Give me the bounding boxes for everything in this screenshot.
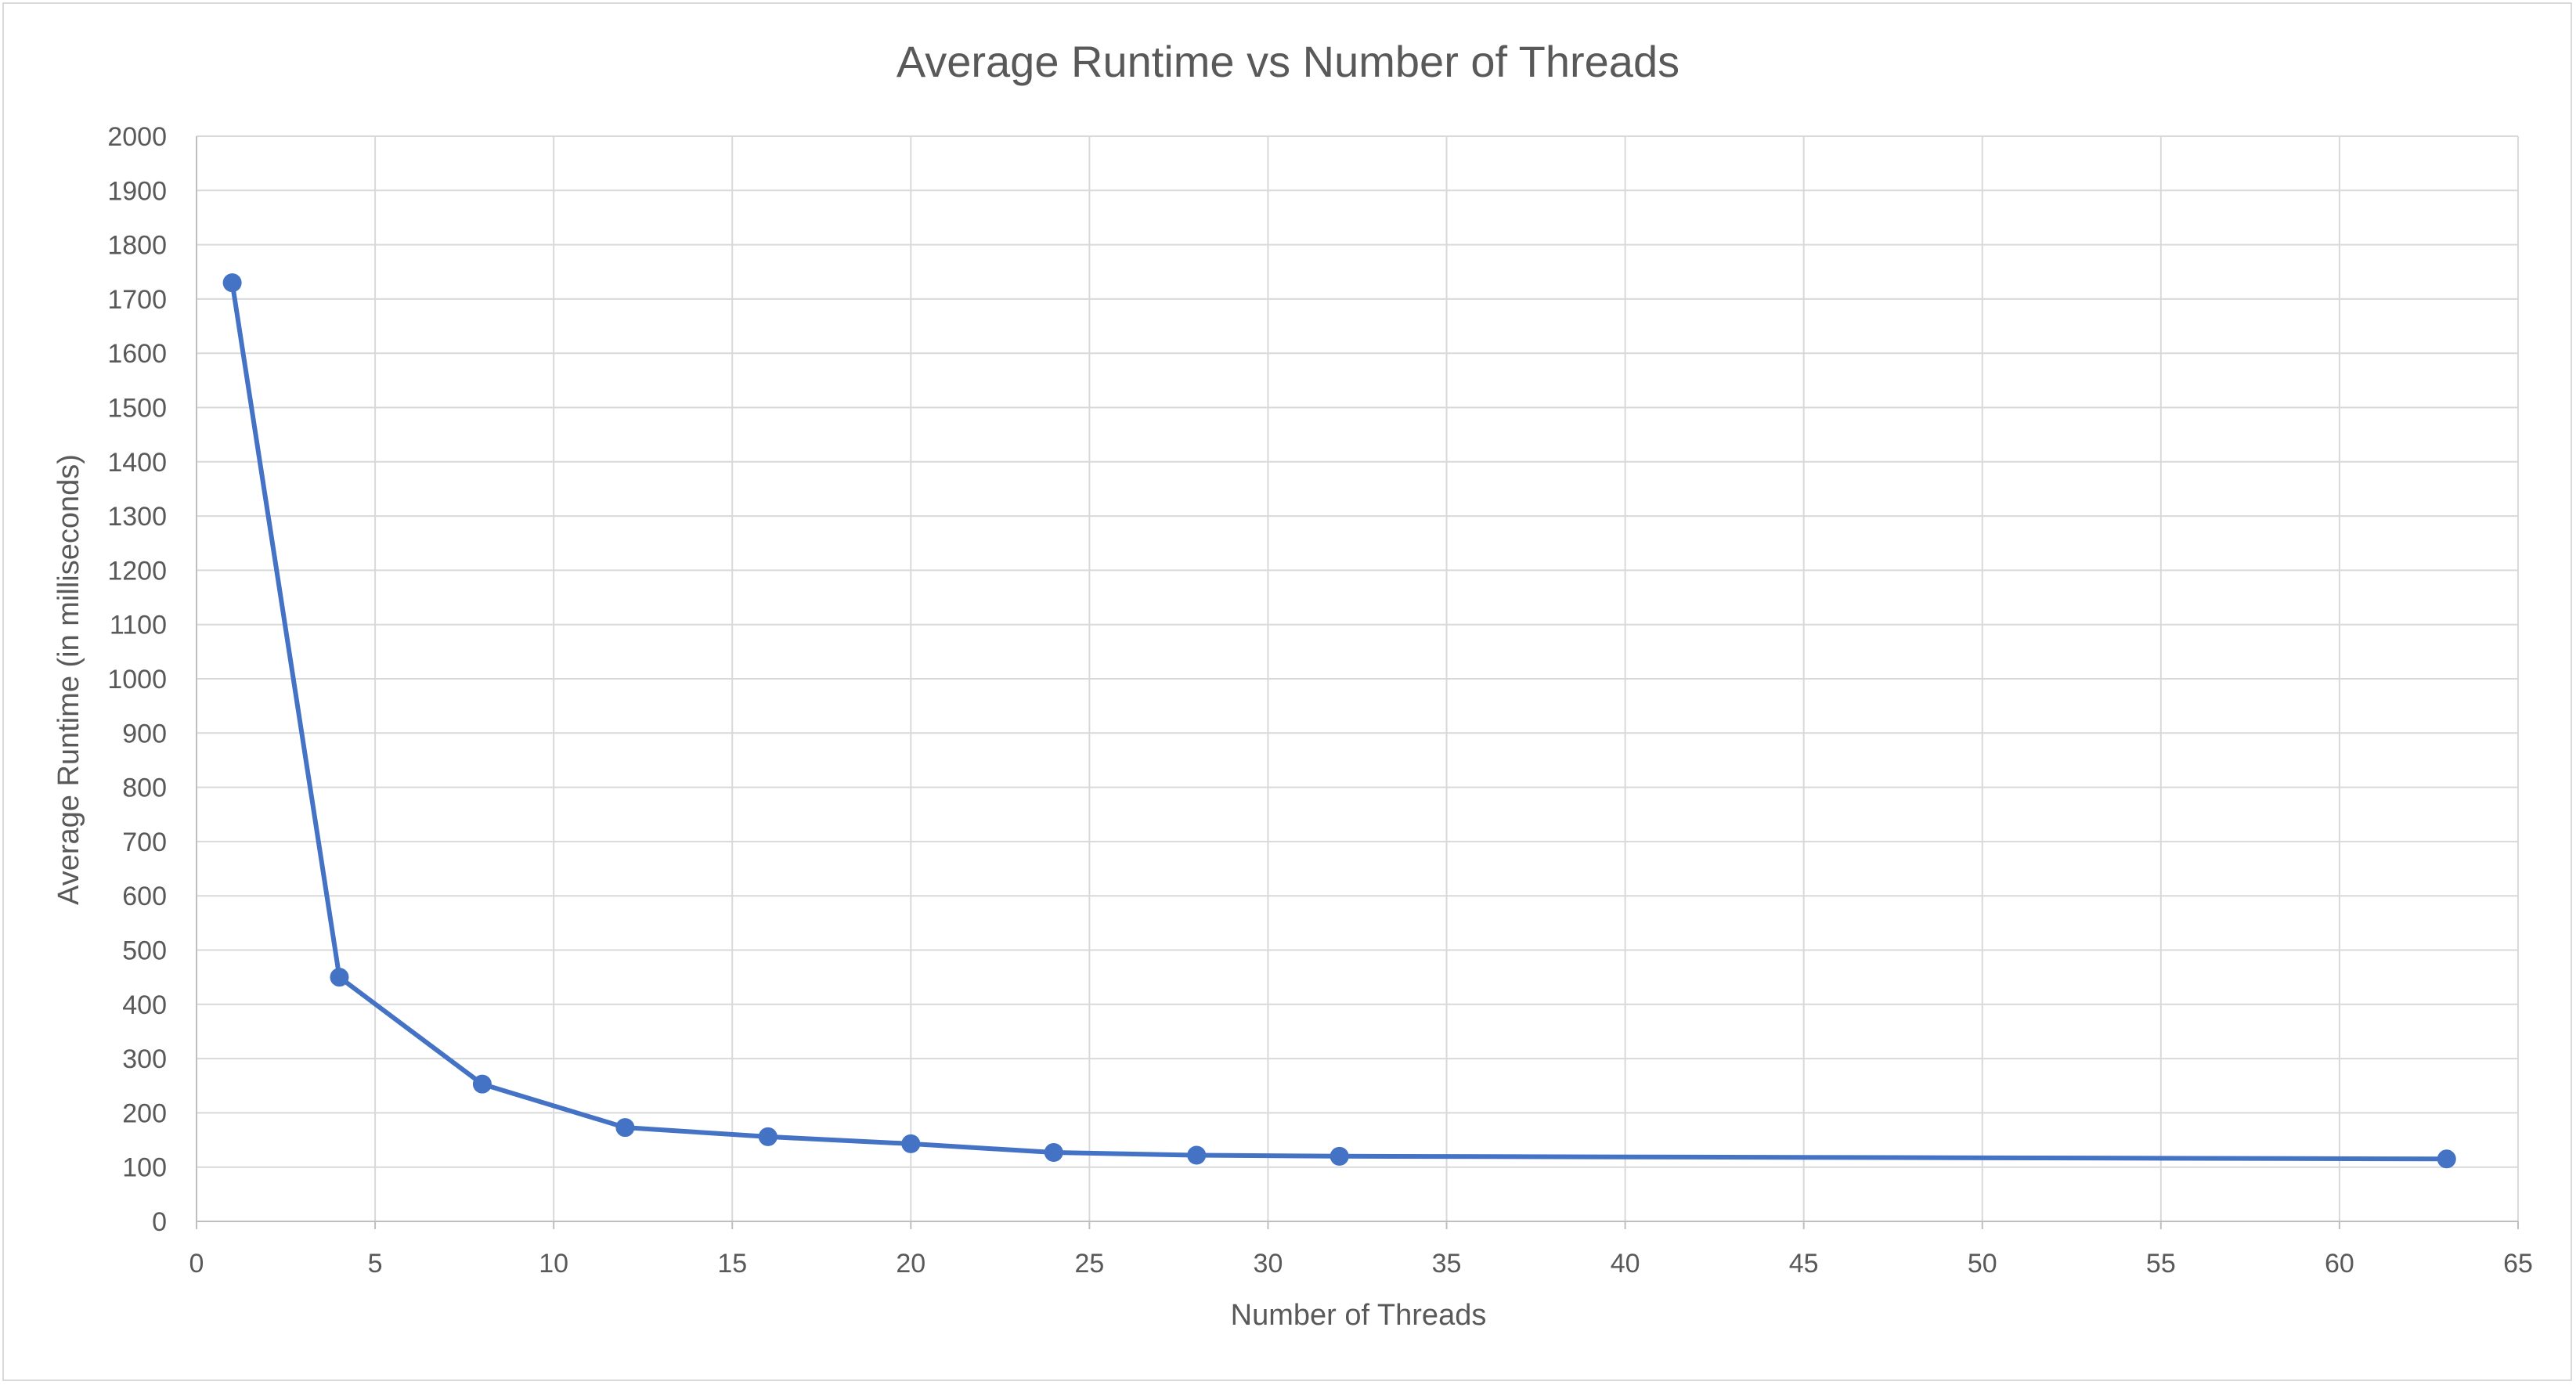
x-tick-label: 5: [368, 1249, 383, 1279]
y-tick-label: 1700: [107, 285, 167, 315]
y-tick-label: 1500: [107, 394, 167, 424]
data-series: [222, 273, 2456, 1169]
x-tick-label: 20: [896, 1249, 925, 1279]
x-tick-label: 0: [189, 1249, 204, 1279]
y-tick-label: 0: [152, 1207, 167, 1237]
y-tick-label: 1600: [107, 339, 167, 369]
data-point: [901, 1134, 921, 1153]
y-tick-label: 1000: [107, 665, 167, 694]
y-tick-label: 1100: [110, 611, 167, 640]
x-tick-label: 35: [1432, 1249, 1462, 1279]
data-point: [758, 1127, 777, 1146]
data-point: [1329, 1146, 1349, 1166]
y-tick-label: 500: [122, 936, 167, 966]
data-point: [222, 273, 242, 293]
y-tick-label: 1900: [107, 176, 167, 206]
data-point: [1044, 1142, 1063, 1162]
y-tick-label: 100: [122, 1153, 167, 1183]
axes: [196, 136, 2519, 1229]
data-point: [330, 968, 349, 987]
x-axis-title: Number of Threads: [1231, 1299, 1487, 1332]
y-tick-label: 1400: [107, 448, 167, 478]
y-tick-label: 1800: [107, 231, 167, 261]
x-tick-label: 50: [1968, 1249, 1997, 1279]
y-tick-label: 800: [122, 774, 167, 803]
y-tick-label: 300: [122, 1044, 167, 1074]
y-tick-label: 1200: [107, 556, 167, 586]
y-tick-label: 900: [122, 719, 167, 748]
x-tick-label: 10: [539, 1249, 568, 1279]
data-point: [472, 1074, 492, 1094]
x-tick-label: 30: [1254, 1249, 1283, 1279]
x-tick-label: 65: [2503, 1249, 2533, 1279]
y-tick-label: 200: [122, 1098, 167, 1128]
x-tick-label: 40: [1611, 1249, 1640, 1279]
x-tick-label: 15: [717, 1249, 747, 1279]
chart-title: Average Runtime vs Number of Threads: [897, 37, 1679, 86]
y-tick-label: 1300: [107, 502, 167, 532]
y-tick-label: 600: [122, 882, 167, 911]
x-tick-label: 45: [1789, 1249, 1819, 1279]
y-axis-title: Average Runtime (in milliseconds): [52, 454, 85, 905]
x-tick-label: 25: [1074, 1249, 1104, 1279]
series-line: [229, 280, 2449, 1162]
y-tick-label: 400: [122, 990, 167, 1020]
x-tick-label: 55: [2146, 1249, 2176, 1279]
y-tick-label: 2000: [107, 122, 167, 152]
data-point: [1187, 1145, 1207, 1165]
gridlines: [197, 135, 2519, 1221]
data-point: [2437, 1149, 2456, 1169]
data-point: [615, 1118, 635, 1138]
y-tick-label: 700: [122, 828, 167, 857]
x-tick-label: 60: [2325, 1249, 2354, 1279]
y-axis-tick-labels: 0 100 200 300 400 500 600 700 800 900 1000 1100 1200…: [107, 122, 167, 1237]
x-axis-tick-labels: 0 5 10 15 20 25 30 35 40 45 50 55 60 65: [189, 1249, 2533, 1279]
